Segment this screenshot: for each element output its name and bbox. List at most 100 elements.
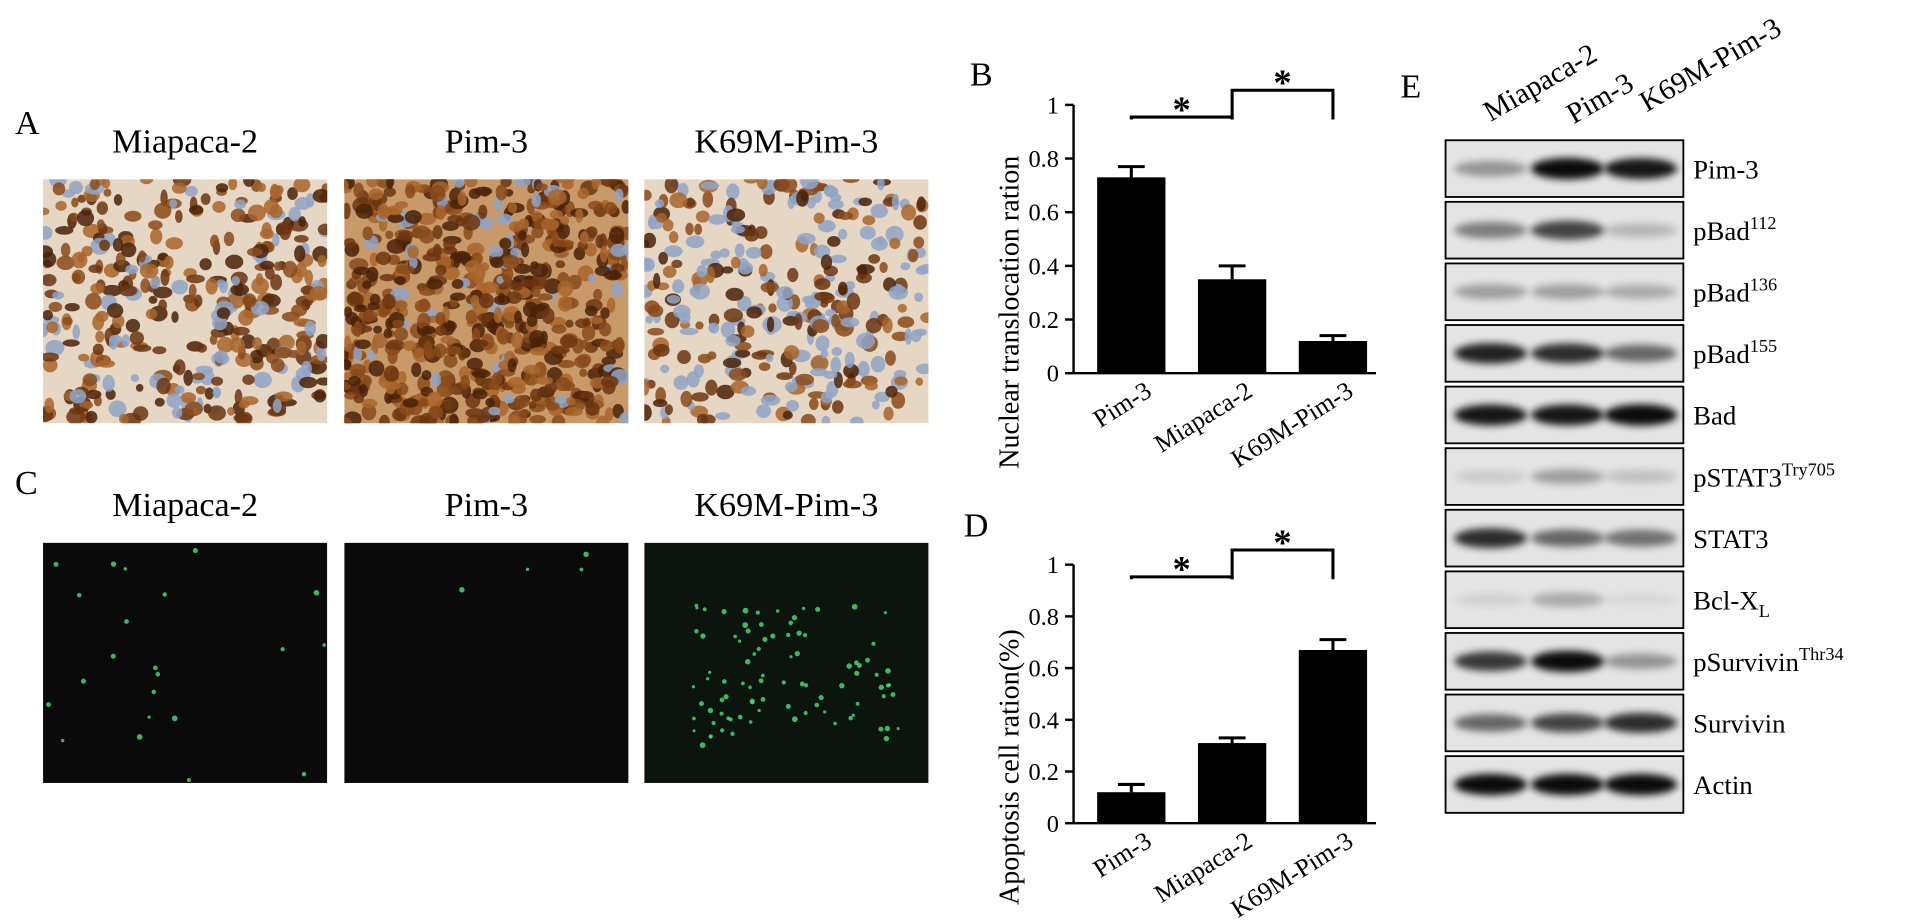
y-tick-label: 0.2 xyxy=(1028,759,1058,786)
nucleus xyxy=(604,201,618,215)
cell xyxy=(878,726,884,732)
nucleus xyxy=(725,334,741,347)
nucleus xyxy=(685,222,694,236)
micrograph xyxy=(344,542,629,783)
nucleus xyxy=(478,293,494,309)
nucleus xyxy=(575,318,590,329)
nucleus xyxy=(507,202,518,214)
micrograph-bg xyxy=(43,542,328,783)
nucleus xyxy=(150,228,163,245)
nucleus xyxy=(361,403,377,421)
nucleus xyxy=(264,266,275,280)
nucleus xyxy=(811,319,830,334)
nucleus xyxy=(485,397,495,408)
nucleus xyxy=(165,237,183,250)
nucleus xyxy=(868,254,881,264)
cell xyxy=(46,702,51,707)
cell xyxy=(846,663,852,669)
nucleus xyxy=(504,320,515,329)
cell xyxy=(186,778,191,782)
nucleus xyxy=(531,285,541,298)
row-label-sup: 136 xyxy=(1750,275,1777,295)
cell xyxy=(721,609,727,615)
nucleus xyxy=(383,187,396,197)
nucleus xyxy=(120,242,137,258)
cell xyxy=(171,715,178,722)
nucleus xyxy=(304,269,313,285)
nucleus xyxy=(62,339,80,347)
nucleus xyxy=(519,408,530,417)
cell xyxy=(700,633,706,639)
nucleus xyxy=(152,346,167,355)
cell xyxy=(791,716,798,723)
significance-label: * xyxy=(1173,549,1191,590)
nucleus xyxy=(686,371,700,388)
micrograph-bg xyxy=(344,542,629,783)
nucleus xyxy=(491,372,503,386)
nucleus xyxy=(426,278,443,290)
nucleus xyxy=(893,369,907,379)
nucleus xyxy=(644,404,652,421)
nucleus xyxy=(97,359,116,368)
nucleus xyxy=(782,410,793,420)
cell xyxy=(896,727,900,731)
nucleus xyxy=(885,350,896,366)
cell xyxy=(719,711,724,716)
blot-band xyxy=(1454,404,1528,426)
image-label: Pim-3 xyxy=(445,123,528,160)
nucleus xyxy=(694,223,703,236)
nucleus xyxy=(385,381,396,395)
nucleus xyxy=(897,316,915,328)
nucleus xyxy=(361,398,378,409)
nucleus xyxy=(914,328,927,337)
row-label-text: pBad xyxy=(1693,339,1750,369)
nucleus xyxy=(158,299,168,312)
nucleus xyxy=(316,377,328,386)
nucleus xyxy=(253,371,272,389)
row-label-text: pSTAT3 xyxy=(1693,462,1782,492)
nucleus xyxy=(132,406,149,421)
nucleus xyxy=(606,297,616,313)
nucleus xyxy=(102,284,122,297)
nucleus xyxy=(530,263,549,278)
nucleus xyxy=(814,291,833,302)
nucleus xyxy=(579,391,594,399)
nucleus xyxy=(765,353,774,363)
panel-letter: D xyxy=(964,508,989,545)
bar xyxy=(1097,177,1166,374)
y-tick-label: 0.2 xyxy=(1028,307,1058,334)
image-label: K69M-Pim-3 xyxy=(694,123,878,160)
nucleus xyxy=(751,351,769,360)
nucleus xyxy=(299,376,318,389)
nucleus xyxy=(721,266,734,274)
nucleus xyxy=(449,292,466,301)
nucleus xyxy=(800,413,816,424)
nucleus xyxy=(540,218,560,231)
blot-band xyxy=(1530,284,1605,300)
nucleus xyxy=(809,368,828,377)
image-label: K69M-Pim-3 xyxy=(694,487,878,524)
nucleus xyxy=(759,244,773,260)
x-tick-label: Pim-3 xyxy=(1088,826,1156,884)
nucleus xyxy=(288,206,301,222)
nucleus xyxy=(48,301,63,313)
nucleus xyxy=(797,232,816,245)
y-tick-label: 1 xyxy=(1047,552,1059,579)
cell xyxy=(707,707,714,714)
nucleus xyxy=(186,274,205,284)
nucleus xyxy=(184,185,198,197)
nucleus xyxy=(541,307,555,325)
nucleus xyxy=(385,230,394,240)
nucleus xyxy=(270,358,285,373)
nucleus xyxy=(228,179,238,191)
nucleus xyxy=(788,361,797,376)
nucleus xyxy=(195,385,207,395)
nucleus xyxy=(565,319,574,328)
blot-band xyxy=(1530,220,1605,240)
nucleus xyxy=(233,413,252,423)
nucleus xyxy=(296,340,307,356)
nucleus xyxy=(273,261,283,271)
nucleus xyxy=(435,325,447,336)
nucleus xyxy=(719,248,730,258)
row-label-sup: 155 xyxy=(1750,336,1777,356)
